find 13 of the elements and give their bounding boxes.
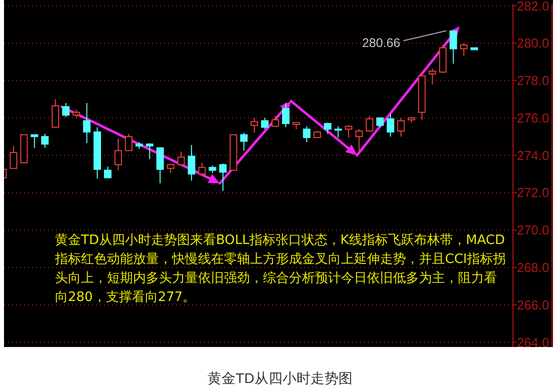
y-tick-label: 278.0 [516, 73, 550, 88]
y-tick-label: 264.0 [516, 334, 550, 350]
text: 黄金TD从四小时走势图 [208, 370, 352, 386]
y-tick-label: 276.0 [516, 110, 550, 126]
y-tick-label: 268.0 [516, 260, 550, 275]
y-tick-label: 280.0 [516, 36, 550, 51]
y-tick-label: 272.0 [516, 185, 550, 200]
y-tick-label: 282.0 [516, 0, 550, 14]
annotation: 黄金TD从四小时走势图来看BOLL指标张口状态，K线指标飞跃布林带，MACD指标红色动能放量，快慢线在零轴上方形成金叉向上延伸走势，并且CCI指标拐头向上，短期内多头力量依旧强劲，综合分析预计今日依旧低多为主，阻力看向280，支撑看向277。 [55, 232, 507, 307]
y-tick-label: 266.0 [516, 297, 550, 312]
y-tick-label: 270.0 [516, 222, 550, 238]
y-tick-label: 274.0 [516, 148, 550, 163]
annotation: 280.66 [362, 36, 400, 50]
